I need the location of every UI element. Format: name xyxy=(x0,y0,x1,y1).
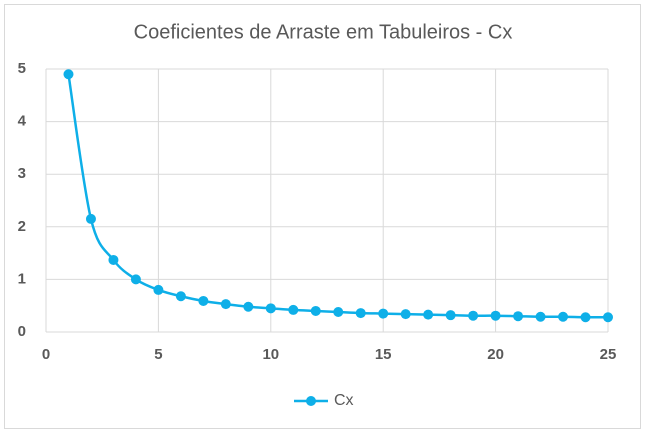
y-tick-label: 3 xyxy=(18,165,26,182)
data-point xyxy=(378,308,389,319)
data-point xyxy=(580,312,591,323)
y-tick-label: 2 xyxy=(18,218,26,235)
data-point xyxy=(423,309,434,320)
y-tick-label: 0 xyxy=(18,323,26,340)
legend-marker xyxy=(306,396,316,406)
x-tick-label: 5 xyxy=(154,346,162,363)
data-point xyxy=(400,309,411,320)
x-tick-label: 25 xyxy=(600,346,617,363)
data-point xyxy=(153,284,164,295)
y-tick-label: 4 xyxy=(18,113,27,130)
data-point xyxy=(63,69,74,80)
data-point xyxy=(108,254,119,265)
data-point xyxy=(355,308,366,319)
data-point xyxy=(175,291,186,302)
x-tick-label: 10 xyxy=(262,346,279,363)
data-point xyxy=(535,311,546,322)
data-point xyxy=(513,311,524,322)
data-point xyxy=(558,311,569,322)
data-point xyxy=(333,307,344,318)
legend-label: Cx xyxy=(334,392,354,409)
data-point xyxy=(85,213,96,224)
data-point xyxy=(198,295,209,306)
data-point xyxy=(220,299,231,310)
y-tick-label: 1 xyxy=(18,270,26,287)
data-point xyxy=(445,310,456,321)
data-point xyxy=(288,304,299,315)
x-tick-label: 0 xyxy=(42,346,50,363)
data-point xyxy=(130,274,141,285)
chart-title: Coeficientes de Arraste em Tabuleiros - … xyxy=(134,21,513,43)
y-tick-label: 5 xyxy=(18,60,26,77)
x-tick-label: 20 xyxy=(487,346,504,363)
chart-border xyxy=(4,4,641,429)
data-point xyxy=(603,312,613,323)
x-tick-label: 15 xyxy=(375,346,392,363)
data-point xyxy=(310,305,321,316)
data-point xyxy=(265,303,276,314)
data-point xyxy=(243,301,254,312)
data-point xyxy=(468,310,479,321)
data-point xyxy=(490,310,501,321)
